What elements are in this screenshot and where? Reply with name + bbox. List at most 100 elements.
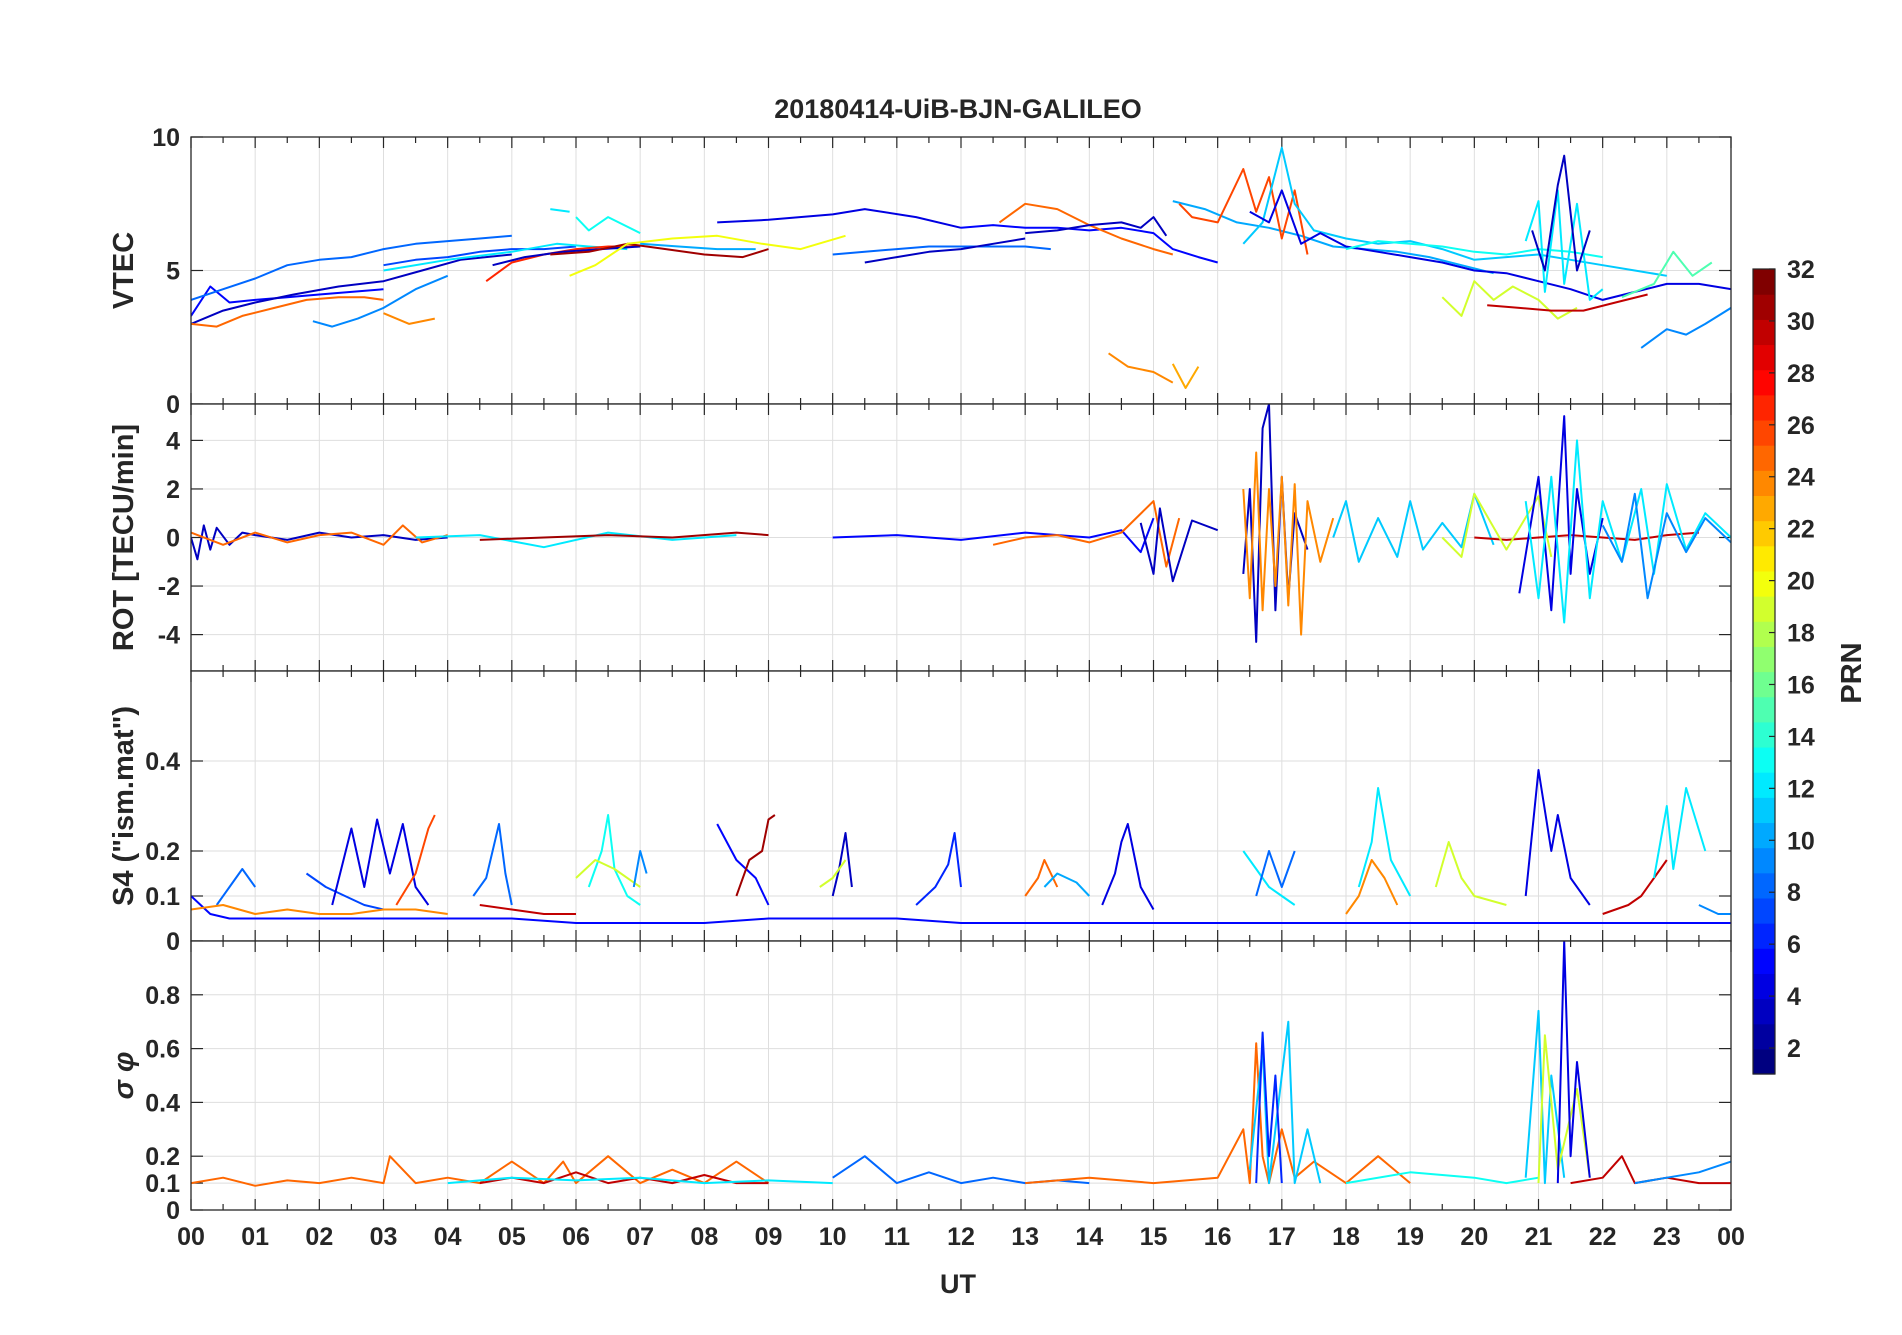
series-line-prn-12: [1524, 189, 1604, 301]
y-axis-label: ROT [TECU/min]: [108, 424, 140, 651]
colorbar-swatch: [1753, 721, 1775, 748]
x-tick-label: 18: [1332, 1223, 1360, 1251]
colorbar-swatch: [1753, 344, 1775, 371]
panel-4: 00.10.2 0.4 0.6 0.8 σ φ: [108, 940, 1732, 1225]
series-line-prn-3: [1531, 154, 1591, 272]
colorbar-tick-label: 22: [1787, 516, 1815, 544]
colorbar-swatch: [1753, 872, 1775, 899]
colorbar-swatch: [1753, 545, 1775, 572]
series-line-prn-10: [1172, 200, 1494, 275]
x-tick-label: 11: [884, 1223, 911, 1251]
colorbar-swatch: [1753, 596, 1775, 622]
series-line-prn-5: [960, 224, 1218, 264]
y-axis-label: σ φ: [108, 1052, 140, 1100]
series-line-prn-9: [1698, 904, 1731, 915]
series-line-prn-9: [1634, 1160, 1731, 1185]
colorbar-swatch: [1753, 621, 1775, 647]
colorbar-swatch: [1753, 495, 1775, 522]
series-group: [191, 146, 1731, 389]
colorbar-tick-label: 2: [1787, 1035, 1801, 1063]
series-line-prn-4: [1101, 823, 1155, 910]
series-line-prn-12: [550, 208, 570, 213]
series-line-prn-3: [831, 832, 853, 897]
series-line-prn-24: [383, 312, 436, 325]
x-tick-label: 03: [370, 1223, 398, 1251]
colorbar-swatch: [1753, 419, 1775, 446]
colorbar-swatch: [1753, 319, 1775, 346]
series-line-prn-7: [305, 872, 384, 911]
series-line-prn-5: [191, 895, 1731, 924]
series-line-prn-25: [191, 296, 384, 328]
colorbar-swatch: [1753, 923, 1775, 949]
colorbar-swatch: [1753, 369, 1775, 396]
series-line-prn-25: [1024, 859, 1059, 897]
series-line-prn-12: [1242, 850, 1296, 906]
colorbar-swatch: [1753, 671, 1775, 698]
y-tick-label: 0.4: [145, 1089, 180, 1117]
series-line-prn-9: [632, 850, 648, 888]
colorbar-swatch: [1753, 897, 1775, 924]
x-tick-label: 12: [947, 1223, 975, 1251]
x-tick-label: 08: [690, 1223, 718, 1251]
y-tick-label: 5: [166, 258, 180, 286]
series-line-prn-13: [575, 216, 641, 234]
y-tick-label: 0.4: [145, 748, 180, 776]
series-line-prn-7: [383, 245, 577, 267]
series-group: [191, 941, 1731, 1187]
y-tick-label: 0.2: [145, 1143, 180, 1171]
colorbar-swatch: [1753, 646, 1775, 673]
series-line-prn-24: [1242, 451, 1335, 636]
x-tick-label: 00: [1717, 1223, 1745, 1251]
series-line-prn-13: [1345, 240, 1603, 259]
series-line-prn-3: [492, 245, 641, 267]
x-tick-label: 21: [1525, 1223, 1553, 1251]
series-line-prn-6: [915, 832, 962, 906]
series-line-prn-31: [735, 814, 776, 897]
series-line-prn-9: [1601, 492, 1731, 600]
colorbar-swatch: [1753, 822, 1775, 849]
series-line-prn-10: [1043, 872, 1091, 897]
series-line-prn-12: [447, 1176, 833, 1185]
series-line-prn-3: [191, 253, 512, 325]
series-line-prn-13: [587, 814, 641, 906]
series-line-prn-31: [479, 531, 769, 541]
colorbar-tick-label: 24: [1787, 464, 1815, 492]
x-tick-label: 02: [305, 1223, 333, 1251]
x-tick-label: 13: [1011, 1223, 1039, 1251]
y-tick-label: 0: [166, 525, 180, 553]
x-tick-label: 07: [626, 1223, 654, 1251]
colorbar-tick-label: 20: [1787, 568, 1815, 596]
x-tick-label: 19: [1396, 1223, 1424, 1251]
series-line-prn-19: [575, 859, 641, 888]
series-line-prn-24: [1345, 859, 1399, 915]
series-line-prn-12: [1357, 787, 1412, 897]
y-tick-label: 10: [152, 124, 180, 152]
colorbar-swatch: [1753, 746, 1775, 773]
colorbar-tick-label: 32: [1787, 256, 1815, 284]
series-line-prn-26: [395, 814, 436, 906]
colorbar-tick-label: 6: [1787, 931, 1801, 959]
colorbar-tick-label: 18: [1787, 620, 1815, 648]
series-group: [191, 769, 1731, 924]
series-line-prn-30: [1602, 859, 1668, 915]
x-tick-label: 04: [434, 1223, 462, 1251]
x-tick-label: 22: [1589, 1223, 1617, 1251]
panel-frame: [190, 940, 1732, 1211]
series-line-prn-6: [1255, 1031, 1283, 1184]
colorbar-swatch: [1753, 973, 1775, 1000]
series-line-prn-3: [191, 524, 448, 561]
x-tick-label: 01: [241, 1223, 269, 1251]
colorbar-swatch: [1753, 772, 1775, 798]
series-line-prn-4: [1556, 941, 1591, 1184]
colorbar-tick-label: 4: [1787, 983, 1801, 1011]
x-tick-label: 20: [1460, 1223, 1488, 1251]
series-line-prn-4: [1524, 769, 1591, 906]
series-line-prn-12: [415, 531, 737, 549]
y-tick-label: 0: [166, 928, 180, 956]
x-tick-label: 16: [1204, 1223, 1232, 1251]
panel-3: 0 0.1 0.2 0.4S4 ("ism.mat"): [108, 670, 1732, 956]
x-tick-label: 15: [1140, 1223, 1168, 1251]
